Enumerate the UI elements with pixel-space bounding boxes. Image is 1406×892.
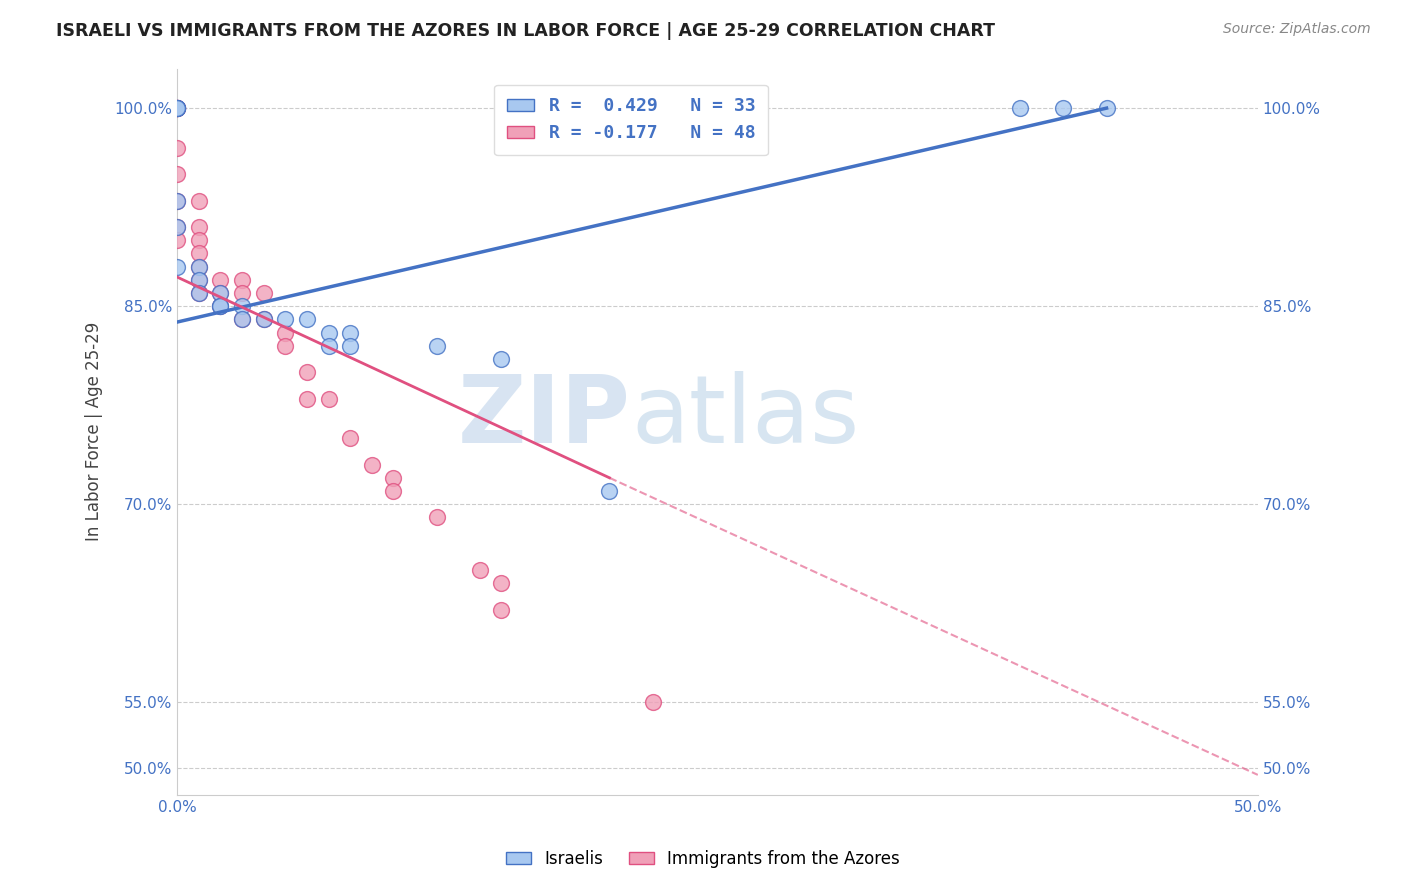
Point	[209, 299, 232, 313]
Point	[187, 246, 209, 260]
Point	[468, 563, 491, 577]
Point	[382, 471, 405, 485]
Point	[253, 312, 276, 326]
Point	[231, 299, 253, 313]
Point	[166, 219, 188, 234]
Point	[166, 260, 188, 274]
Point	[339, 326, 361, 340]
Point	[209, 273, 232, 287]
Point	[318, 392, 340, 406]
Point	[187, 285, 209, 300]
Point	[253, 285, 276, 300]
Point	[209, 285, 232, 300]
Legend: R =  0.429   N = 33, R = -0.177   N = 48: R = 0.429 N = 33, R = -0.177 N = 48	[495, 85, 768, 155]
Point	[295, 365, 318, 379]
Point	[231, 312, 253, 326]
Point	[187, 273, 209, 287]
Point	[166, 141, 188, 155]
Point	[166, 194, 188, 208]
Point	[166, 233, 188, 247]
Text: Source: ZipAtlas.com: Source: ZipAtlas.com	[1223, 22, 1371, 37]
Point	[339, 431, 361, 445]
Point	[187, 233, 209, 247]
Point	[187, 260, 209, 274]
Point	[339, 339, 361, 353]
Point	[274, 326, 297, 340]
Point	[187, 285, 209, 300]
Point	[209, 285, 232, 300]
Point	[318, 339, 340, 353]
Y-axis label: In Labor Force | Age 25-29: In Labor Force | Age 25-29	[86, 322, 103, 541]
Point	[187, 219, 209, 234]
Text: ZIP: ZIP	[458, 371, 631, 463]
Point	[1095, 101, 1118, 115]
Point	[166, 167, 188, 181]
Point	[598, 483, 620, 498]
Point	[253, 312, 276, 326]
Point	[166, 219, 188, 234]
Point	[166, 101, 188, 115]
Point	[231, 273, 253, 287]
Point	[426, 510, 449, 524]
Legend: Israelis, Immigrants from the Azores: Israelis, Immigrants from the Azores	[499, 844, 907, 875]
Point	[295, 392, 318, 406]
Point	[641, 695, 664, 709]
Point	[274, 312, 297, 326]
Point	[166, 101, 188, 115]
Point	[318, 326, 340, 340]
Point	[491, 603, 513, 617]
Point	[209, 299, 232, 313]
Point	[491, 351, 513, 366]
Point	[166, 101, 188, 115]
Point	[491, 576, 513, 591]
Point	[166, 194, 188, 208]
Point	[1010, 101, 1032, 115]
Point	[166, 101, 188, 115]
Point	[231, 285, 253, 300]
Point	[1052, 101, 1074, 115]
Point	[187, 260, 209, 274]
Point	[274, 339, 297, 353]
Point	[295, 312, 318, 326]
Point	[231, 312, 253, 326]
Text: ISRAELI VS IMMIGRANTS FROM THE AZORES IN LABOR FORCE | AGE 25-29 CORRELATION CHA: ISRAELI VS IMMIGRANTS FROM THE AZORES IN…	[56, 22, 995, 40]
Point	[166, 101, 188, 115]
Point	[166, 101, 188, 115]
Point	[360, 458, 382, 472]
Text: atlas: atlas	[631, 371, 859, 463]
Point	[187, 273, 209, 287]
Point	[187, 194, 209, 208]
Point	[166, 101, 188, 115]
Point	[209, 299, 232, 313]
Point	[426, 339, 449, 353]
Point	[382, 483, 405, 498]
Point	[166, 101, 188, 115]
